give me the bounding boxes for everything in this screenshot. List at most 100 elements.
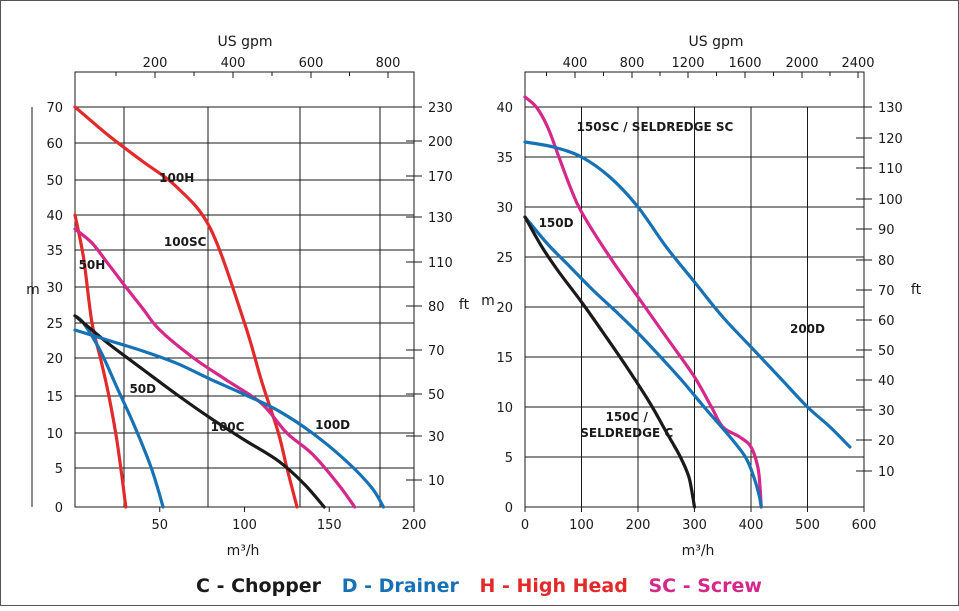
y2-tick-label: 80 [878, 254, 895, 269]
y2-tick-label: 20 [878, 434, 895, 449]
x-tick-label: 100 [232, 518, 257, 533]
y-axis-title: m [481, 293, 495, 309]
y-tick-label: 35 [496, 151, 513, 166]
y-tick-label: 25 [46, 317, 63, 332]
y2-tick-label: 70 [428, 344, 445, 359]
y-tick-label: 0 [505, 501, 513, 516]
x-tick-label: 200 [626, 518, 651, 533]
y2-axis-title: ft [911, 282, 922, 298]
curve-label: 100D [315, 418, 350, 432]
y2-tick-label: 30 [428, 430, 445, 445]
curve-label: 100C [211, 420, 245, 434]
x2-tick-label: 1600 [728, 56, 761, 71]
y2-tick-label: 80 [428, 300, 445, 315]
y-tick-label: 20 [496, 301, 513, 316]
y2-tick-label: 200 [428, 135, 453, 150]
y-tick-label: 10 [496, 401, 513, 416]
y-tick-label: 60 [46, 137, 63, 152]
y2-tick-label: 130 [878, 101, 903, 116]
x-tick-label: 0 [521, 518, 529, 533]
curve-100sc [73, 227, 357, 509]
x2-tick-label: 400 [563, 56, 588, 71]
curve-label: 150C / [605, 410, 648, 424]
y2-tick-label: 120 [878, 132, 903, 147]
x2-tick-label: 1200 [671, 56, 704, 71]
y2-tick-label: 230 [428, 101, 453, 116]
curve-150d [523, 215, 763, 509]
curve-100h [73, 105, 299, 509]
legend-screw: SC - Screw [648, 575, 762, 597]
y-tick-label: 50 [46, 174, 63, 189]
x2-axis-title: US gpm [218, 34, 273, 50]
chart-left: 0 5 10 15 20 25 30 35 40 50 60 70 50 100 150 200 200 400 6… [26, 34, 469, 559]
x-tick-label: 200 [402, 518, 427, 533]
y-axis-title: m [26, 282, 40, 298]
y-tick-label: 25 [496, 251, 513, 266]
y2-tick-label: 30 [878, 404, 895, 419]
curve-label: 100H [159, 171, 194, 185]
y2-axis-title: ft [459, 297, 470, 313]
x2-tick-label: 2000 [785, 56, 818, 71]
curve-label: 50H [79, 258, 106, 272]
curve-label: SELDREDGE C [580, 426, 673, 440]
curve-label: 200D [790, 322, 825, 336]
y2-tick-label: 170 [428, 170, 453, 185]
x-tick-label: 500 [795, 518, 820, 533]
y2-tick-label: 110 [878, 162, 903, 177]
y-tick-label: 10 [46, 427, 63, 442]
x-tick-label: 400 [739, 518, 764, 533]
curve-label: 50D [129, 382, 156, 396]
x-axis-title: m³/h [227, 543, 260, 559]
y-tick-label: 35 [46, 244, 63, 259]
x2-tick-label: 400 [221, 56, 246, 71]
y-tick-label: 15 [46, 390, 63, 405]
y-tick-label: 30 [496, 201, 513, 216]
x-tick-label: 100 [569, 518, 594, 533]
y2-tick-label: 100 [878, 193, 903, 208]
curve-50h [73, 213, 128, 509]
y2-tick-label: 40 [878, 374, 895, 389]
curve-label: 150SC / SELDREDGE SC [577, 120, 734, 134]
x2-axis-title: US gpm [689, 34, 744, 50]
y-tick-label: 70 [46, 101, 63, 116]
legend: C - Chopper D - Drainer H - High Head SC… [196, 575, 762, 597]
y2-tick-label: 10 [878, 465, 895, 480]
x2-tick-label: 200 [143, 56, 168, 71]
curve-100d [73, 328, 386, 509]
x-tick-label: 50 [151, 518, 168, 533]
curve-150c-seldredge-c [523, 215, 697, 509]
y-tick-label: 20 [46, 352, 63, 367]
y2-tick-label: 10 [428, 474, 445, 489]
x-tick-label: 600 [852, 518, 877, 533]
y2-tick-label: 90 [878, 223, 895, 238]
curve-label: 100SC [164, 235, 207, 249]
x-tick-label: 150 [317, 518, 342, 533]
y2-tick-label: 70 [878, 284, 895, 299]
y2-tick-label: 50 [878, 344, 895, 359]
y-tick-label: 30 [46, 281, 63, 296]
y-tick-label: 0 [55, 501, 63, 516]
legend-drainer: D - Drainer [342, 575, 460, 597]
y-tick-label: 5 [505, 451, 513, 466]
y-tick-label: 40 [496, 101, 513, 116]
top-axis-band [74, 71, 415, 108]
y-tick-label: 15 [496, 351, 513, 366]
x2-tick-label: 800 [376, 56, 401, 71]
curve-label: 150D [539, 216, 574, 230]
curve-200d [523, 140, 852, 449]
legend-high-head: H - High Head [479, 575, 627, 597]
legend-chopper: C - Chopper [196, 575, 322, 597]
y2-tick-label: 110 [428, 256, 453, 271]
x2-tick-label: 600 [299, 56, 324, 71]
x-axis-title: m³/h [682, 543, 715, 559]
x2-tick-label: 2400 [841, 56, 874, 71]
x-tick-label: 300 [682, 518, 707, 533]
y-tick-label: 5 [55, 462, 63, 477]
y2-tick-label: 130 [428, 211, 453, 226]
y2-tick-label: 60 [878, 314, 895, 329]
y-tick-label: 40 [46, 209, 63, 224]
